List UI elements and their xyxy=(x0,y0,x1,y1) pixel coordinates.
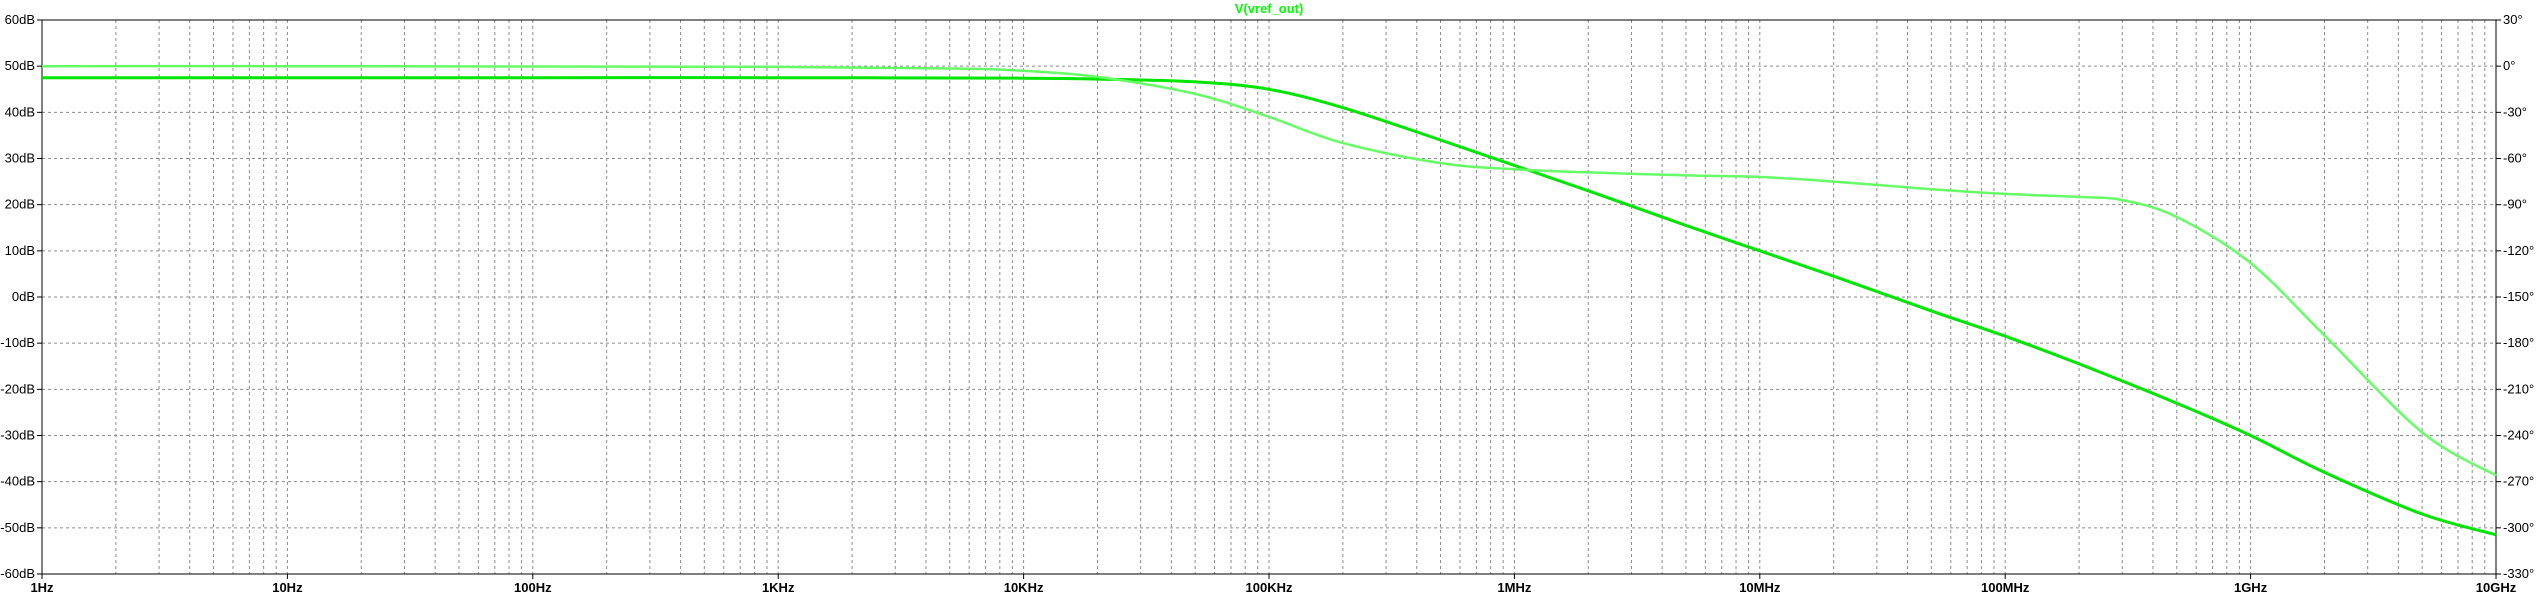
axes xyxy=(37,19,2501,579)
x-tick-label: 100MHz xyxy=(1981,580,2030,595)
x-tick-label: 10KHz xyxy=(1004,580,1044,595)
y-left-tick-label: 60dB xyxy=(5,12,35,27)
y-right-tick-label: -300° xyxy=(2503,520,2534,535)
x-tick-label: 1Hz xyxy=(30,580,54,595)
magnitude-series-line xyxy=(42,76,2497,537)
y-left-tick-label: -30dB xyxy=(0,428,35,443)
x-tick-label: 100KHz xyxy=(1246,580,1293,595)
y-left-tick-label: 40dB xyxy=(5,104,35,119)
y-left-tick-label: -60dB xyxy=(0,566,35,581)
y-right-tick-label: -60° xyxy=(2503,151,2527,166)
tick-labels: 60dB 50dB 40dB 30dB 20dB 10dB 0dB -10dB -20dB -30… xyxy=(0,12,2534,595)
x-tick-label: 10Hz xyxy=(272,580,303,595)
grid xyxy=(42,20,2496,574)
y-left-tick-label: -10dB xyxy=(0,335,35,350)
y-right-tick-label: -270° xyxy=(2503,474,2534,489)
y-left-tick-label: 10dB xyxy=(5,243,35,258)
y-right-tick-label: -330° xyxy=(2503,566,2534,581)
chart-title: V(vref_out) xyxy=(1235,1,1304,16)
y-left-tick-label: 50dB xyxy=(5,58,35,73)
y-right-tick-label: -210° xyxy=(2503,381,2534,396)
x-tick-label: 10GHz xyxy=(2476,580,2517,595)
y-right-tick-label: 30° xyxy=(2503,12,2523,27)
phase-series-line xyxy=(41,64,2497,477)
y-left-tick-label: -20dB xyxy=(0,381,35,396)
y-left-tick-label: -40dB xyxy=(0,474,35,489)
x-tick-label: 1MHz xyxy=(1497,580,1531,595)
y-left-tick-label: 0dB xyxy=(12,289,35,304)
y-right-tick-label: -30° xyxy=(2503,104,2527,119)
y-right-tick-label: -120° xyxy=(2503,243,2534,258)
y-right-tick-label: -240° xyxy=(2503,428,2534,443)
y-right-tick-label: -90° xyxy=(2503,197,2527,212)
y-left-tick-label: 30dB xyxy=(5,151,35,166)
y-left-tick-label: -50dB xyxy=(0,520,35,535)
x-tick-label: 1KHz xyxy=(762,580,795,595)
y-left-tick-label: 20dB xyxy=(5,197,35,212)
series-layer xyxy=(41,64,2497,537)
y-right-tick-label: -150° xyxy=(2503,289,2534,304)
x-tick-label: 100Hz xyxy=(514,580,552,595)
y-right-tick-label: -180° xyxy=(2503,335,2534,350)
x-tick-label: 1GHz xyxy=(2234,580,2268,595)
y-right-tick-label: 0° xyxy=(2503,58,2515,73)
x-tick-label: 10MHz xyxy=(1739,580,1781,595)
